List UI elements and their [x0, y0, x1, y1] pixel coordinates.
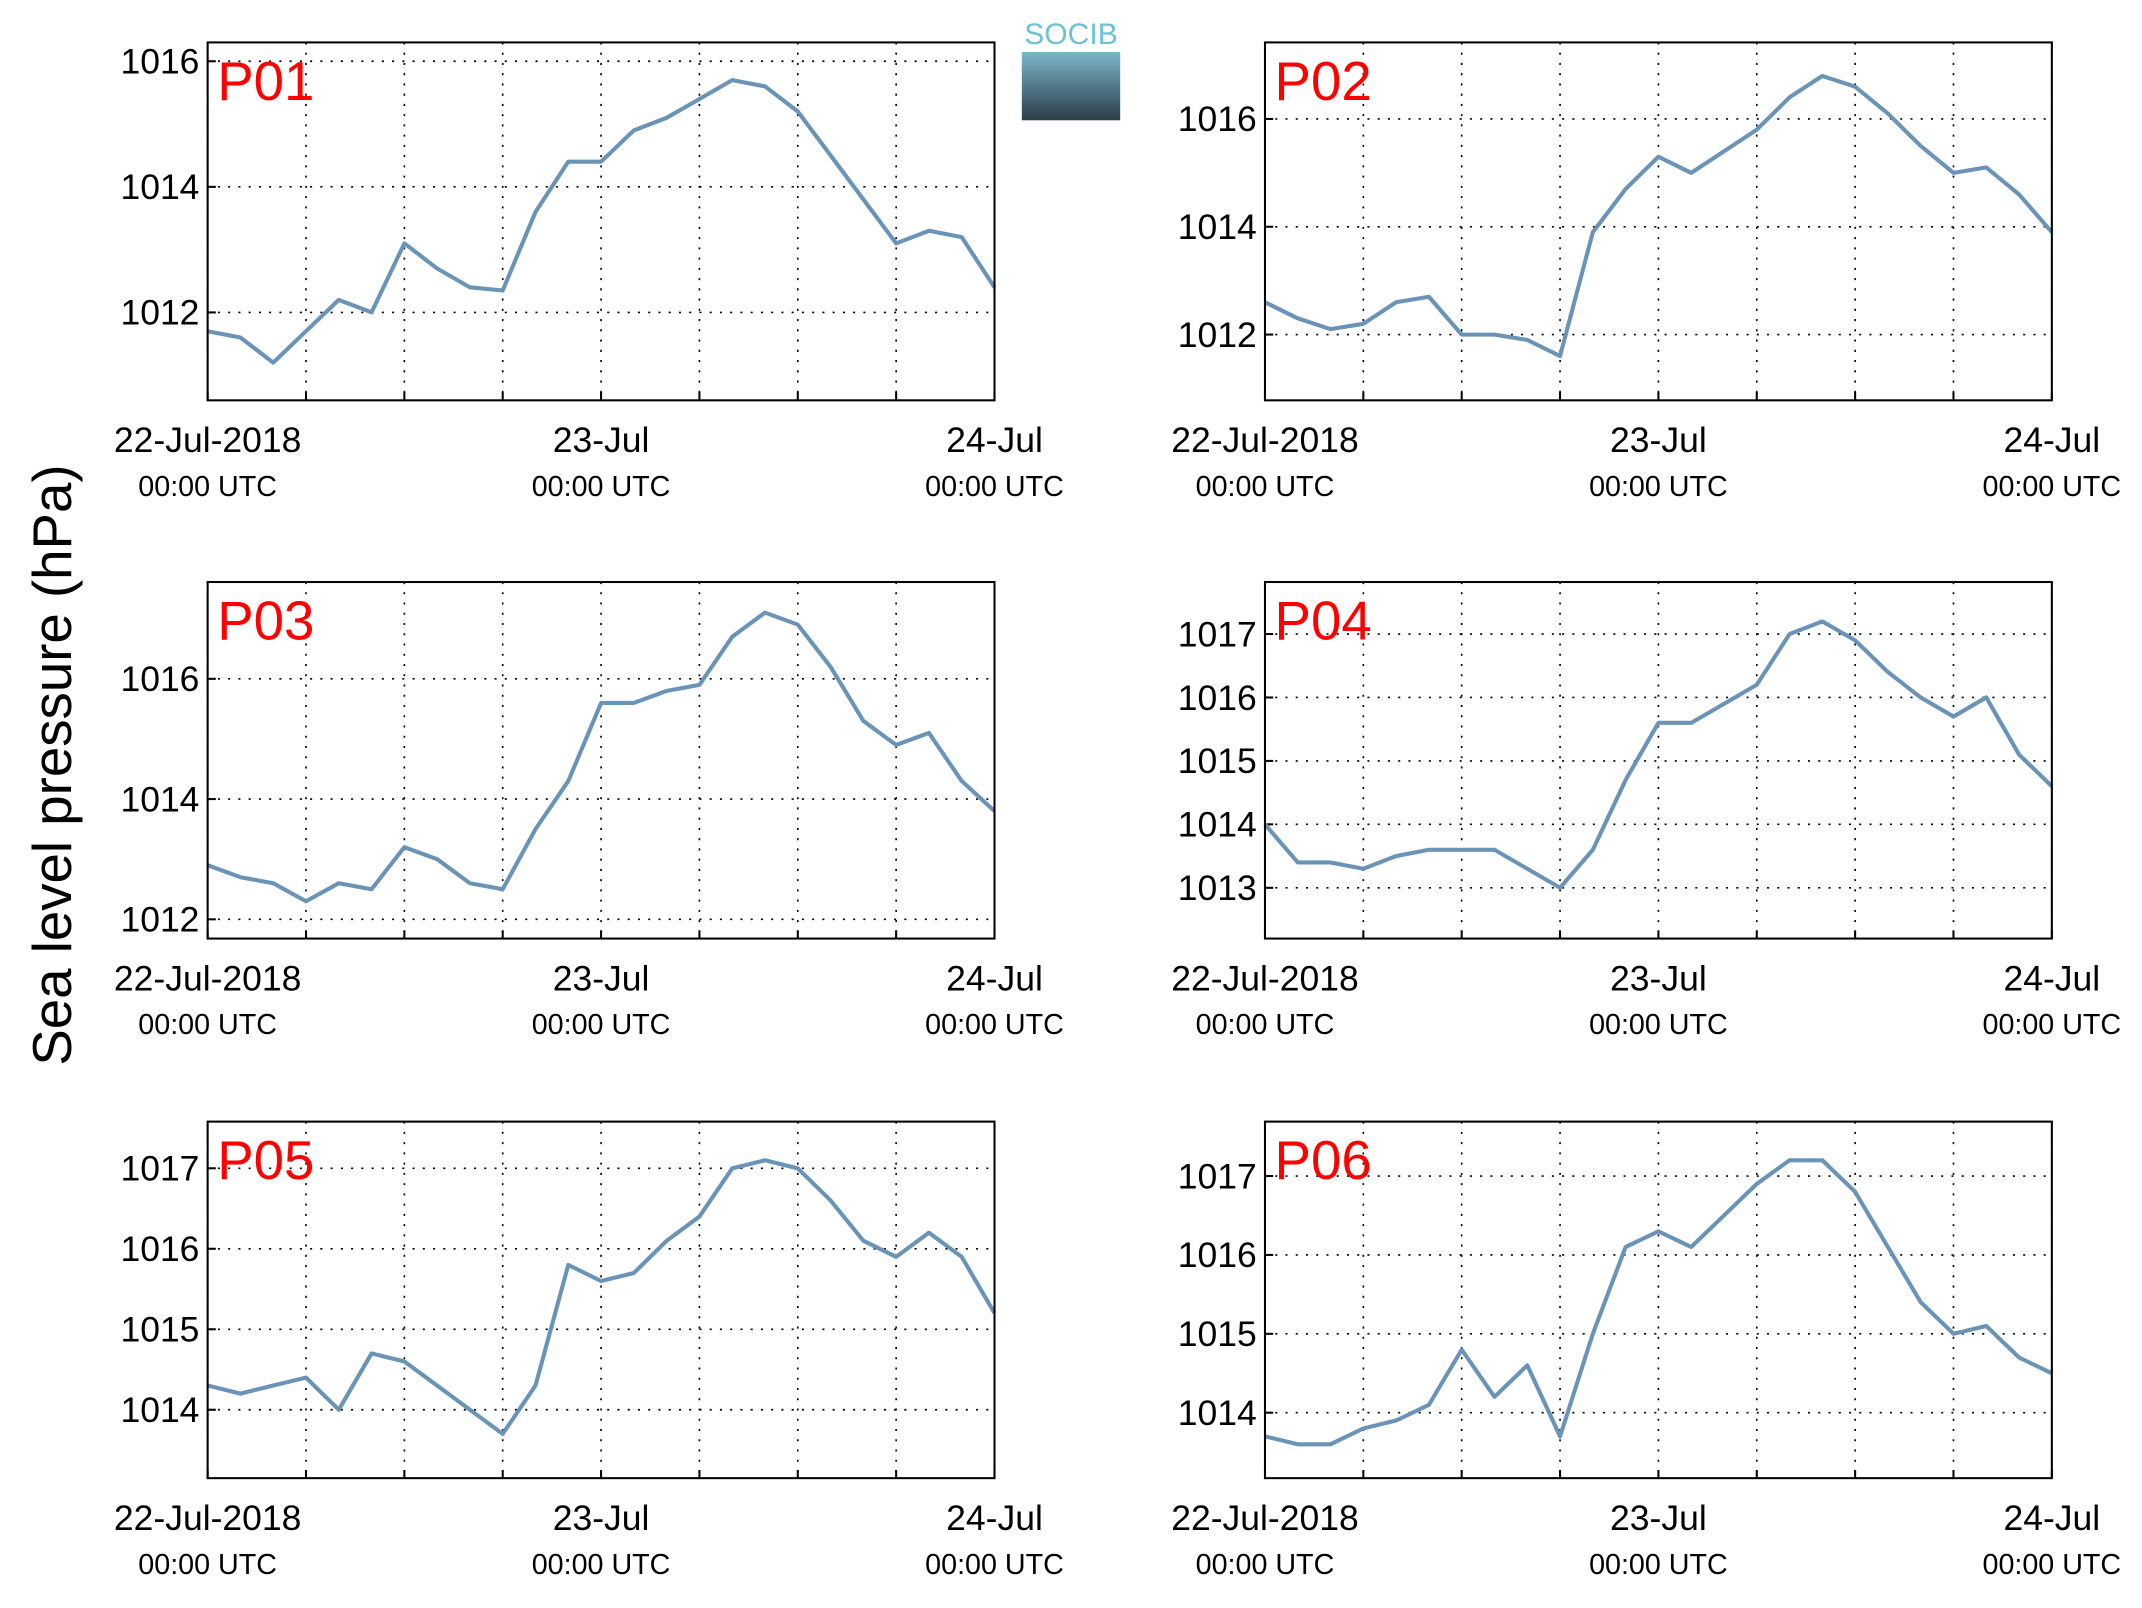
x-tick-label: 23-Jul 00:00 UTC — [532, 420, 671, 503]
x-tick-label: 24-Jul 00:00 UTC — [1983, 1498, 2122, 1581]
x-tick-label: 22-Jul-2018 00:00 UTC — [114, 1498, 301, 1581]
x-tick-label: 23-Jul 00:00 UTC — [1589, 958, 1728, 1041]
y-tick-label: 1016 — [120, 659, 199, 699]
x-tick-label: 24-Jul 00:00 UTC — [925, 420, 1064, 503]
data-line — [207, 1158, 997, 1436]
y-tick-label: 1016 — [120, 1229, 199, 1269]
data-line — [207, 78, 997, 365]
x-tick-label: 22-Jul-2018 00:00 UTC — [114, 958, 301, 1041]
x-tick-label: 23-Jul 00:00 UTC — [532, 1498, 671, 1581]
y-tick-label: 1012 — [1178, 315, 1257, 355]
y-tick-label: 1014 — [1178, 207, 1257, 247]
y-tick-label: 1016 — [1178, 1235, 1257, 1275]
data-line — [1264, 1158, 2053, 1447]
x-tick-label: 22-Jul-2018 00:00 UTC — [1171, 420, 1358, 503]
y-tick-label: 1017 — [120, 1149, 199, 1189]
panel-title: P04 — [1275, 590, 1372, 651]
plot-frame — [1263, 41, 2053, 402]
x-tick-label: 22-Jul-2018 00:00 UTC — [1171, 1498, 1358, 1581]
x-tick-label: 22-Jul-2018 00:00 UTC — [114, 420, 301, 503]
plot-frame — [206, 580, 996, 940]
y-tick-label: 1015 — [120, 1310, 199, 1350]
y-tick-label: 1015 — [1178, 741, 1257, 781]
panel-title: P01 — [217, 51, 314, 112]
y-tick-label: 1016 — [1178, 678, 1257, 718]
x-tick-label: 23-Jul 00:00 UTC — [1589, 1498, 1728, 1581]
x-tick-label: 23-Jul 00:00 UTC — [532, 958, 671, 1041]
data-line — [1263, 619, 2054, 890]
y-tick-label: 1013 — [1178, 868, 1257, 908]
panel: 22-Jul-2018 00:00 UTC 23-Jul 00:00 UTC 24-Ju… — [1171, 41, 2122, 503]
y-tick-label: 1012 — [120, 293, 199, 333]
panel: 22-Jul-2018 00:00 UTC 23-Jul 00:00 UTC 24-Ju… — [1171, 580, 2122, 1041]
y-tick-label: 1014 — [1178, 1393, 1257, 1433]
x-tick-label: 24-Jul 00:00 UTC — [1983, 420, 2122, 503]
x-tick-label: 23-Jul 00:00 UTC — [1589, 420, 1728, 503]
panel-title: P02 — [1275, 51, 1372, 112]
logo-block — [1021, 51, 1121, 121]
panel: 22-Jul-2018 00:00 UTC 23-Jul 00:00 UTC 24-Ju… — [114, 580, 1064, 1041]
x-tick-label: 24-Jul 00:00 UTC — [925, 1498, 1064, 1581]
panel: 22-Jul-2018 00:00 UTC 23-Jul 00:00 UTC 24-Ju… — [114, 41, 1064, 503]
y-tick-label: 1014 — [120, 167, 199, 207]
x-tick-label: 24-Jul 00:00 UTC — [1983, 958, 2122, 1041]
data-line — [1264, 73, 2054, 359]
logo: SOCIB — [1021, 18, 1121, 121]
panel-title: P06 — [1275, 1130, 1372, 1191]
x-tick-label: 24-Jul 00:00 UTC — [925, 958, 1064, 1041]
logo-text: SOCIB — [1024, 18, 1118, 51]
y-tick-label: 1017 — [1178, 1156, 1257, 1196]
plot-frame — [1263, 580, 2053, 940]
panel-title: P05 — [217, 1130, 314, 1191]
y-tick-label: 1012 — [120, 900, 199, 940]
x-tick-label: 22-Jul-2018 00:00 UTC — [1171, 958, 1358, 1041]
y-tick-label: 1016 — [120, 42, 199, 82]
panel-title: P03 — [217, 590, 314, 651]
y-axis-label: Sea level pressure (hPa) — [22, 464, 83, 1065]
y-tick-label: 1014 — [120, 779, 199, 819]
plot-frame — [206, 1120, 996, 1480]
y-tick-label: 1014 — [1178, 805, 1257, 845]
y-tick-label: 1017 — [1178, 614, 1257, 654]
y-tick-label: 1016 — [1178, 99, 1257, 139]
y-tick-label: 1014 — [120, 1390, 199, 1430]
panel: 22-Jul-2018 00:00 UTC 23-Jul 00:00 UTC 24-Ju… — [1171, 1120, 2122, 1581]
plot-frame — [206, 41, 996, 402]
panel: 22-Jul-2018 00:00 UTC 23-Jul 00:00 UTC 24-Ju… — [114, 1120, 1064, 1581]
plot-frame — [1263, 1120, 2053, 1480]
data-line — [206, 610, 996, 904]
y-tick-label: 1015 — [1178, 1314, 1257, 1354]
